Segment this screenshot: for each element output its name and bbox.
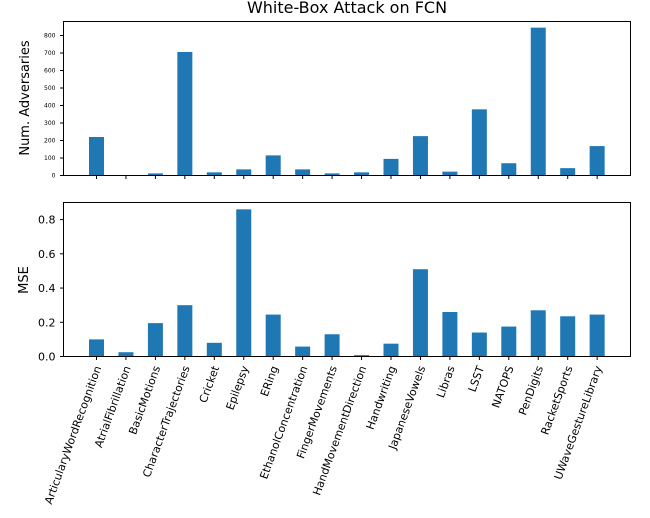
top-y-axis-ticks: 0 100 200 300 400 500 600 700 800 — [44, 33, 64, 180]
bottom-y-axis-ticks: 0.0 0.2 0.4 0.6 0.8 — [38, 214, 64, 364]
top-bar-natops — [501, 163, 517, 176]
chart-title: White-Box Attack on FCN — [247, 0, 447, 17]
top-bar-epilepsy — [236, 169, 252, 176]
top-bar-charactertrajectories — [177, 51, 193, 176]
x-tick-label-libras: Libras — [434, 364, 458, 400]
bottom-bar-racketsports — [560, 316, 576, 357]
top-bar-lsst — [471, 109, 487, 176]
bottom-bar-atrialfibrillation — [118, 352, 134, 357]
bottom-y-axis-label: MSE — [17, 266, 32, 294]
top-y-tick-label: 100 — [44, 155, 56, 162]
bottom-bar-cricket — [206, 342, 222, 357]
top-bar-libras — [442, 171, 458, 176]
bottom-bar-basicmotions — [147, 323, 163, 357]
top-bar-ethanolconcentration — [295, 169, 311, 176]
top-y-axis-label: Num. Adversaries — [18, 40, 33, 156]
top-bar-basicmotions — [147, 173, 163, 176]
bottom-plot-frame — [63, 202, 631, 357]
bottom-panel-mse: 0.0 0.2 0.4 0.6 0.8 ArticularyWordRecognitio… — [17, 202, 631, 506]
top-bar-fingermovements — [324, 173, 340, 176]
top-bar-articularywordrecognition — [89, 137, 104, 176]
x-tick-label-pendigits: PenDigits — [516, 364, 546, 417]
bottom-bar-fingermovements — [324, 334, 340, 357]
bottom-y-tick-label: 0.2 — [38, 316, 56, 329]
top-y-tick-label: 300 — [44, 120, 56, 127]
bottom-bar-uwavegesturelibrary — [589, 314, 605, 357]
x-tick-label-cricket: Cricket — [197, 363, 223, 404]
top-y-tick-label: 500 — [44, 85, 56, 92]
x-tick-label-lsst: LSST — [466, 364, 487, 394]
x-tick-label-natops: NATOPS — [489, 364, 516, 410]
bottom-bars — [89, 209, 605, 357]
x-tick-label-epilepsy: Epilepsy — [224, 364, 252, 412]
bottom-y-tick-label: 0.6 — [38, 248, 56, 261]
top-panel-adversaries: 0 100 200 300 400 500 600 700 800 Num. Adversari… — [18, 21, 631, 180]
top-bar-uwavegesturelibrary — [589, 146, 605, 176]
top-y-tick-label: 800 — [44, 33, 56, 40]
top-x-axis-ticks — [96, 175, 598, 179]
bottom-y-tick-label: 0.4 — [38, 282, 56, 295]
top-y-tick-label: 400 — [44, 103, 56, 110]
x-tick-label-ering: ERing — [258, 364, 281, 398]
bottom-y-tick-label: 0.0 — [38, 351, 56, 364]
bottom-bar-handmovementdirection — [354, 355, 370, 357]
top-bar-racketsports — [560, 168, 576, 176]
top-y-tick-label: 200 — [44, 138, 56, 145]
x-tick-label-handmovementdirection: HandMovementDirection — [310, 364, 369, 497]
bottom-bar-handwriting — [383, 343, 399, 357]
bottom-bar-japanesevowels — [412, 269, 428, 357]
bottom-bar-natops — [501, 326, 517, 357]
bottom-bar-ethanolconcentration — [295, 346, 311, 357]
top-bar-ering — [265, 155, 281, 176]
top-bar-cricket — [206, 172, 222, 176]
bottom-x-axis-ticks: ArticularyWordRecognitionAtrialFibrillat… — [42, 356, 605, 506]
bottom-bar-charactertrajectories — [177, 305, 193, 357]
bottom-bar-pendigits — [530, 310, 546, 357]
bottom-bar-ering — [265, 314, 281, 357]
top-y-tick-label: 600 — [44, 68, 56, 75]
top-bar-handmovementdirection — [354, 172, 370, 176]
bottom-y-tick-label: 0.8 — [38, 214, 56, 227]
bottom-bar-libras — [442, 312, 458, 357]
x-tick-label-handwriting: Handwriting — [364, 364, 399, 431]
top-bar-japanesevowels — [412, 136, 428, 176]
top-plot-frame — [63, 21, 631, 176]
top-bar-pendigits — [530, 27, 546, 176]
top-y-tick-label: 700 — [44, 50, 56, 57]
top-y-tick-label: 0 — [52, 173, 56, 180]
bottom-bar-epilepsy — [236, 209, 252, 357]
bottom-bar-articularywordrecognition — [89, 339, 104, 357]
top-bar-handwriting — [383, 158, 399, 176]
bottom-bar-lsst — [471, 332, 487, 357]
top-bars — [89, 27, 605, 176]
